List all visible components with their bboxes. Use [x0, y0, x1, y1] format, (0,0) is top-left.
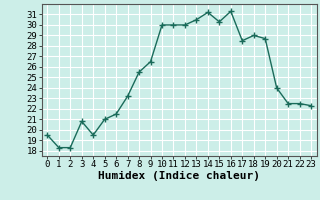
X-axis label: Humidex (Indice chaleur): Humidex (Indice chaleur): [98, 171, 260, 181]
